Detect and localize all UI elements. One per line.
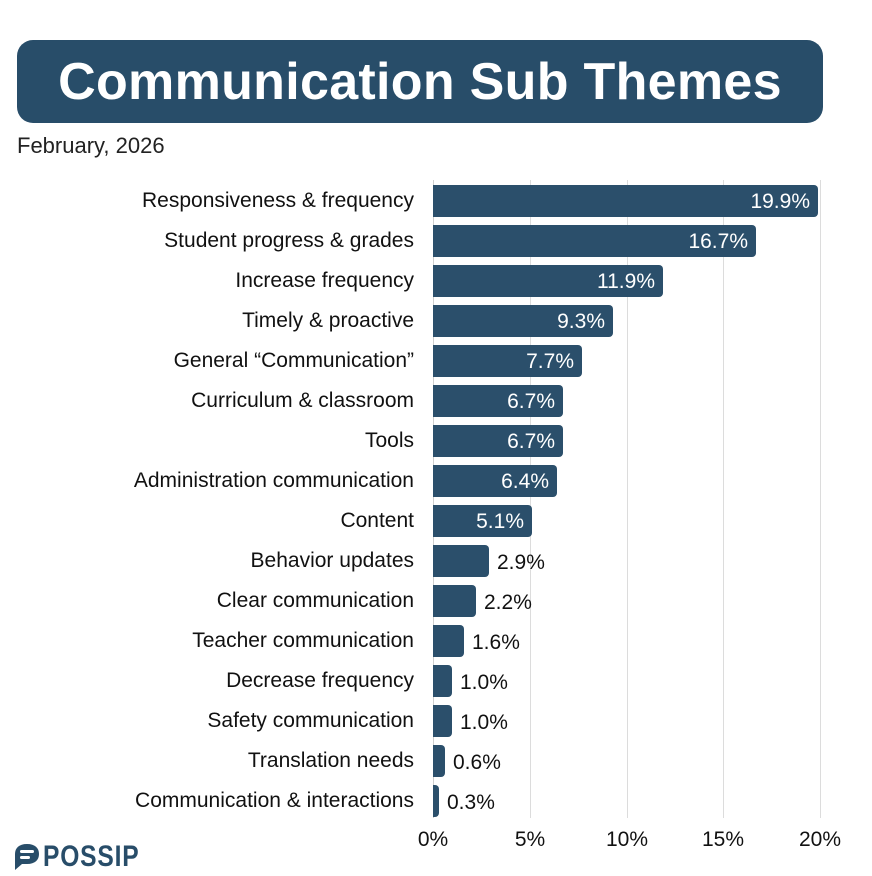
- chart-title: Communication Sub Themes: [58, 52, 782, 111]
- value-label: 19.9%: [750, 190, 810, 213]
- gridline: [820, 180, 821, 818]
- speech-bubble-icon: [15, 844, 39, 870]
- bar-row: Teacher communication 1.6%: [0, 625, 872, 657]
- category-label: Timely & proactive: [242, 309, 414, 332]
- x-axis-tick-label: 0%: [417, 828, 449, 851]
- bar-row: Increase frequency 11.9%: [0, 265, 872, 297]
- chart-subtitle: February, 2026: [17, 133, 165, 158]
- value-label: 1.0%: [460, 671, 508, 694]
- category-label: Behavior updates: [250, 549, 414, 572]
- value-label: 1.6%: [472, 631, 520, 654]
- category-label: General “Communication”: [173, 349, 414, 372]
- bar-row: Content 5.1%: [0, 505, 872, 537]
- category-label: Tools: [364, 429, 414, 452]
- category-label: Translation needs: [247, 749, 414, 772]
- category-label: Increase frequency: [235, 269, 414, 292]
- value-label: 0.6%: [453, 751, 501, 774]
- category-label: Content: [340, 509, 414, 532]
- category-label: Responsiveness & frequency: [142, 189, 414, 212]
- value-label: 16.7%: [688, 230, 748, 253]
- bar-row: Safety communication 1.0%: [0, 705, 872, 737]
- bar-row: Curriculum & classroom 6.7%: [0, 385, 872, 417]
- value-label: 11.9%: [597, 270, 655, 293]
- bar-row: Responsiveness & frequency 19.9%: [0, 185, 872, 217]
- bar-row: Clear communication 2.2%: [0, 585, 872, 617]
- category-label: Teacher communication: [192, 629, 414, 652]
- title-banner: Communication Sub Themes: [17, 40, 823, 123]
- category-label: Decrease frequency: [226, 669, 414, 692]
- bar: [433, 785, 439, 817]
- bar-row: Administration communication 6.4%: [0, 465, 872, 497]
- bar-row: Decrease frequency 1.0%: [0, 665, 872, 697]
- value-label: 9.3%: [557, 310, 605, 333]
- x-axis-tick-label: 10%: [605, 828, 649, 851]
- x-axis-tick-label: 20%: [798, 828, 842, 851]
- value-label: 6.7%: [507, 390, 555, 413]
- bar: [433, 625, 464, 657]
- category-label: Student progress & grades: [164, 229, 414, 252]
- category-label: Safety communication: [207, 709, 414, 732]
- category-label: Curriculum & classroom: [191, 389, 414, 412]
- bar-row: Tools 6.7%: [0, 425, 872, 457]
- value-label: 2.9%: [497, 551, 545, 574]
- gridline: [530, 180, 531, 818]
- value-label: 2.2%: [484, 591, 532, 614]
- bar: 6.4%: [433, 465, 557, 497]
- bar: 7.7%: [433, 345, 582, 377]
- value-label: 6.7%: [507, 430, 555, 453]
- gridline: [627, 180, 628, 818]
- category-label: Communication & interactions: [135, 789, 414, 812]
- bar: [433, 705, 452, 737]
- value-label: 0.3%: [447, 791, 495, 814]
- bar: 9.3%: [433, 305, 613, 337]
- bar: [433, 545, 489, 577]
- x-axis-tick-label: 5%: [514, 828, 546, 851]
- value-label: 6.4%: [501, 470, 549, 493]
- bar: 5.1%: [433, 505, 532, 537]
- bar: [433, 665, 452, 697]
- value-label: 1.0%: [460, 711, 508, 734]
- bar-row: General “Communication” 7.7%: [0, 345, 872, 377]
- value-label: 5.1%: [476, 510, 524, 533]
- x-axis-tick-label: 15%: [701, 828, 745, 851]
- bar: [433, 745, 445, 777]
- bar: 6.7%: [433, 425, 563, 457]
- bar: 16.7%: [433, 225, 756, 257]
- bar-row: Behavior updates 2.9%: [0, 545, 872, 577]
- bar-row: Timely & proactive 9.3%: [0, 305, 872, 337]
- bar: [433, 585, 476, 617]
- bar-row: Student progress & grades 16.7%: [0, 225, 872, 257]
- value-label: 7.7%: [526, 350, 574, 373]
- bar-row: Communication & interactions 0.3%: [0, 785, 872, 817]
- bar-row: Translation needs 0.6%: [0, 745, 872, 777]
- logo-text: POSSIP: [43, 840, 140, 873]
- category-label: Administration communication: [133, 469, 414, 492]
- y-axis-line: [433, 180, 434, 818]
- bar: 6.7%: [433, 385, 563, 417]
- bar: 11.9%: [433, 265, 663, 297]
- possip-logo: POSSIP: [14, 840, 161, 874]
- gridline: [723, 180, 724, 818]
- bar: 19.9%: [433, 185, 818, 217]
- category-label: Clear communication: [216, 589, 414, 612]
